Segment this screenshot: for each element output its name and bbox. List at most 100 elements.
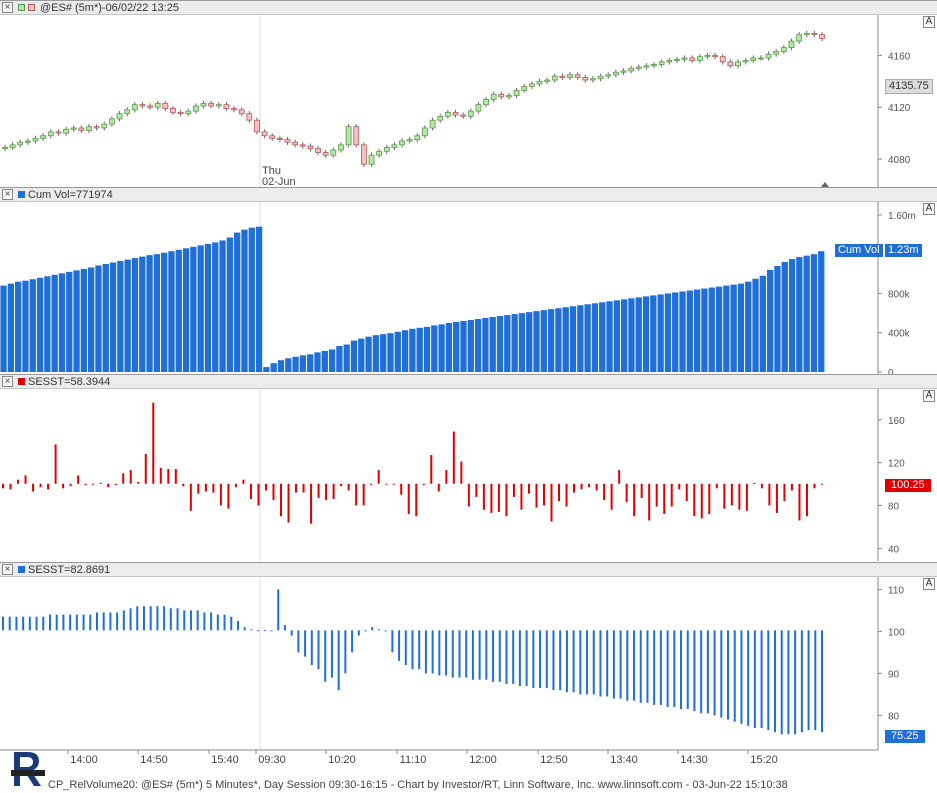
sesst1-bar xyxy=(47,483,50,490)
sesst1-autoscale-button[interactable]: A xyxy=(923,390,935,402)
cumvol-bar xyxy=(591,303,599,372)
sesst1-badge-value: 100.25 xyxy=(885,479,931,492)
sesst1-bar xyxy=(805,483,808,517)
close-pane-icon[interactable]: × xyxy=(2,2,13,13)
sesst2-bar xyxy=(465,630,468,678)
sesst1-bar xyxy=(92,483,95,485)
sesst2-bar xyxy=(371,627,374,631)
sesst1-bar xyxy=(114,483,117,486)
close-pane-icon[interactable]: × xyxy=(2,376,13,387)
sesst1-bar xyxy=(497,483,500,512)
sesst1-bar xyxy=(249,483,252,500)
close-pane-icon[interactable]: × xyxy=(2,189,13,200)
y-tick-label: 80 xyxy=(888,501,900,512)
sesst1-bar xyxy=(580,483,583,490)
sesst1-bar xyxy=(347,483,350,491)
cumvol-bar xyxy=(117,261,124,372)
y-tick-label: 4120 xyxy=(888,103,911,114)
cumvol-bar xyxy=(599,302,606,372)
sesst2-bar xyxy=(492,630,495,682)
candle xyxy=(383,147,390,152)
y-tick-label: 120 xyxy=(888,459,905,470)
sesst2-bar xyxy=(230,616,233,631)
sesst1-bar xyxy=(783,483,786,502)
sesst1-bar xyxy=(775,483,778,513)
candle xyxy=(246,113,253,121)
candle xyxy=(597,75,604,80)
candle xyxy=(360,144,367,165)
candle xyxy=(498,93,505,98)
cumvol-bar xyxy=(44,276,51,372)
price-pane-title: @ES# (5m*)-06/02/22 13:25 xyxy=(40,2,179,14)
cumvol-bar xyxy=(474,318,482,372)
sesst1-bar xyxy=(355,483,358,506)
candle xyxy=(185,110,192,115)
sesst1-bar xyxy=(144,454,147,484)
sesst1-bar xyxy=(813,483,816,489)
cumvol-bar xyxy=(73,270,80,372)
sesst1-bar xyxy=(377,470,380,484)
x-tick-label: 13:40 xyxy=(610,754,638,766)
cumvol-bar xyxy=(380,334,387,372)
cumvol-bar xyxy=(219,240,226,372)
sesst2-bar xyxy=(69,614,72,631)
x-tick-label: 10:20 xyxy=(328,754,356,766)
cumvol-bar xyxy=(533,311,540,372)
sesst2-bar xyxy=(122,610,125,631)
cumvol-bar xyxy=(701,288,708,372)
cumvol-bar xyxy=(387,333,394,372)
cumvol-autoscale-button[interactable]: A xyxy=(923,203,935,215)
sesst2-bar xyxy=(780,630,783,735)
cumvol-bar xyxy=(80,268,88,372)
sesst2-bar xyxy=(445,630,448,676)
y-tick-label: 110 xyxy=(888,585,904,596)
y-tick-label: 0 xyxy=(888,368,894,379)
sesst1-bar xyxy=(550,483,553,522)
cumvol-bar xyxy=(445,322,453,372)
candle xyxy=(406,139,413,142)
sesst2-bar xyxy=(774,630,777,733)
sesst2-bar xyxy=(612,630,615,699)
sesst2-bar xyxy=(263,630,266,632)
sesst2-autoscale-button[interactable]: A xyxy=(923,578,935,590)
sesst1-bar xyxy=(512,483,515,497)
sesst2-bar xyxy=(680,630,683,710)
sesst1-bar xyxy=(460,461,463,484)
cumvol-bar xyxy=(255,226,263,372)
cumvol-bar xyxy=(22,280,29,372)
candle xyxy=(635,66,642,69)
candle xyxy=(9,144,16,148)
sesst2-bar xyxy=(377,629,380,631)
sesst2-bar xyxy=(438,630,441,676)
candle xyxy=(55,131,62,134)
cumvol-bar xyxy=(277,360,285,372)
cumvol-bar xyxy=(401,330,409,372)
cumvol-bar xyxy=(788,259,796,372)
sesst1-bar xyxy=(745,483,748,511)
y-tick-label: 160 xyxy=(888,416,905,427)
sesst2-bar xyxy=(156,606,159,631)
price-autoscale-button[interactable]: A xyxy=(923,16,935,28)
candle xyxy=(719,56,726,63)
candle xyxy=(727,61,734,67)
cumvol-bar xyxy=(803,255,810,372)
cumvol-bar xyxy=(642,296,650,372)
sesst2-bar xyxy=(525,630,528,686)
cumvol-bar xyxy=(752,278,759,372)
cumvol-bar xyxy=(29,279,36,372)
sesst2-bar xyxy=(586,630,589,695)
cumvol-bar xyxy=(358,338,365,372)
sesst2-bar xyxy=(344,630,347,674)
cumvol-bar xyxy=(409,328,416,372)
sesst1-bar xyxy=(129,470,132,484)
close-pane-icon[interactable]: × xyxy=(2,564,13,575)
candle xyxy=(490,93,497,100)
candle xyxy=(200,102,207,107)
sesst1-bar xyxy=(204,483,207,492)
sesst2-bar xyxy=(55,614,58,631)
cumvol-bar xyxy=(774,265,781,372)
candle xyxy=(651,64,657,67)
sesst2-bar xyxy=(310,630,313,665)
cumvol-bar xyxy=(635,297,642,372)
sesst1-bar xyxy=(527,483,530,494)
